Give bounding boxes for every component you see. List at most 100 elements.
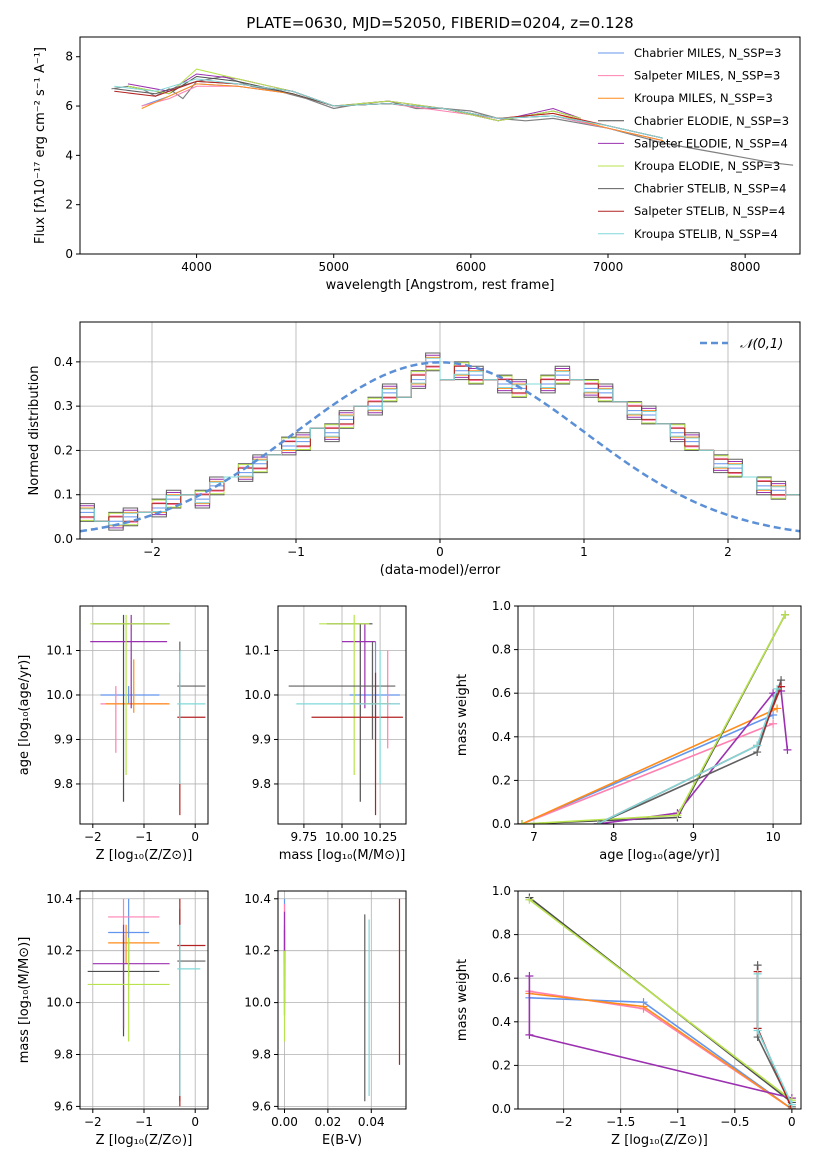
mass-weight-vs-metallicity-xtick-label: −0.5	[720, 1115, 749, 1129]
legend-entry: Kroupa STELIB, N_SSP=4	[634, 227, 778, 241]
spectrum-xlabel: wavelength [Angstrom, rest frame]	[326, 278, 555, 293]
age-vs-mass-xtick-label: 10.25	[363, 830, 397, 844]
residuals-ytick-label: 0.1	[54, 488, 73, 502]
mass-weight-vs-age-ytick-label: 0.6	[492, 686, 511, 700]
age-vs-mass-xlabel: mass [log₁₀(M/M⊙)]	[279, 848, 406, 863]
mass-weight-vs-age-xlabel: age [log₁₀(age/yr)]	[599, 848, 720, 863]
mass-weight-vs-metallicity-point	[525, 1030, 534, 1039]
legend-entry: Salpeter ELODIE, N_SSP=4	[634, 136, 788, 150]
mass-weight-vs-age-axes: 7 8 9 10 0.0 0.2 0.4 0.6 0.8 1.0 age [log₁₀(age/yr…	[455, 599, 801, 863]
mass-weight-vs-age-point	[593, 820, 602, 824]
mass-weight-vs-age-plot-area	[518, 610, 792, 824]
spectrum-plot-area	[111, 68, 794, 166]
age-vs-metallicity-ylabel: age [log₁₀(age/yr)]	[17, 655, 32, 776]
mass-vs-metallicity-frame	[79, 890, 209, 1110]
mass-weight-vs-age-ytick-label: 0.2	[492, 773, 511, 787]
mass-weight-vs-age-line	[521, 707, 778, 824]
age-vs-metallicity-frame	[79, 605, 209, 825]
age-vs-metallicity-ytick-label: 10.0	[46, 688, 73, 702]
mass-vs-metallicity-ylabel: mass [log₁₀(M/M⊙)]	[17, 937, 32, 1064]
mass-vs-extinction-frame	[277, 890, 407, 1110]
mass-vs-metallicity-ytick-label: 9.8	[54, 1048, 73, 1062]
mass-weight-vs-metallicity-point	[525, 972, 534, 981]
age-vs-metallicity-xtick-label: −2	[84, 830, 102, 844]
mass-weight-vs-age-ytick-label: 0.4	[492, 730, 511, 744]
mass-vs-metallicity-xtick-label: −1	[135, 1115, 153, 1129]
legend-entry: Chabrier STELIB, N_SSP=4	[634, 182, 786, 196]
mass-vs-extinction-axes: 0.00 0.02 0.04 9.6 9.8 10.0 10.2 10.4 E(B-V)	[244, 891, 406, 1148]
mass-weight-vs-age-xtick-label: 7	[530, 830, 538, 844]
spectrum-xtick-label: 4000	[181, 260, 212, 274]
mass-weight-vs-age-point	[773, 684, 782, 693]
age-vs-metallicity-ytick-label: 10.1	[46, 643, 73, 657]
mass-vs-metallicity-plot-area	[87, 898, 206, 1107]
mass-weight-vs-age-point	[518, 820, 526, 824]
mass-weight-vs-metallicity-line	[528, 899, 793, 1101]
spectrum-xtick-label: 8000	[730, 260, 761, 274]
mass-weight-vs-metallicity-xlabel: Z [log₁₀(Z/Z⊙)]	[611, 1133, 708, 1148]
mass-weight-vs-metallicity-axes: −2 −1.5 −1 −0.5 0 0.0 0.2 0.4 0.6 0.8 1.0 Z [log₁₀(…	[455, 884, 801, 1148]
mass-weight-vs-age-ytick-label: 0.8	[492, 643, 511, 657]
legend-entry: Kroupa MILES, N_SSP=3	[634, 91, 773, 105]
mass-weight-vs-metallicity-ytick-label: 0.4	[492, 1015, 511, 1029]
mass-weight-vs-metallicity-ytick-label: 0.6	[492, 971, 511, 985]
legend-entry: Salpeter MILES, N_SSP=3	[634, 69, 780, 83]
spectrum-model-line	[114, 78, 664, 139]
residuals-ytick-label: 0.0	[54, 532, 73, 546]
spectrum-ytick-label: 4	[65, 148, 73, 162]
mass-weight-vs-metallicity-frame	[517, 890, 802, 1110]
spectrum-ylabel: Flux [fλ10⁻¹⁷ erg cm⁻² s⁻¹ A⁻¹]	[33, 47, 48, 244]
residuals-xtick-label: 2	[724, 545, 732, 559]
age-vs-mass-axes: 9.75 10.00 10.25 9.8 9.9 10.0 10.1 mass [log₁₀(…	[244, 606, 406, 863]
residuals-xtick-label: −1	[287, 545, 305, 559]
spectrum-ytick-label: 6	[65, 99, 73, 113]
residuals-xtick-label: 1	[580, 545, 588, 559]
legend-entry: Kroupa ELODIE, N_SSP=3	[634, 159, 780, 173]
age-vs-mass-ytick-label: 9.9	[252, 732, 271, 746]
age-vs-metallicity-xlabel: Z [log₁₀(Z/Z⊙)]	[96, 848, 193, 863]
residuals-xtick-label: 0	[436, 545, 444, 559]
residuals-legend: 𝒩(0,1)	[700, 337, 783, 352]
age-vs-metallicity-axes: −2 −1 0 9.8 9.9 10.0 10.1 Z [log₁₀(Z/Z⊙)] age [l…	[17, 606, 208, 863]
mass-weight-vs-metallicity-point	[525, 895, 534, 904]
mass-weight-vs-age-background	[518, 606, 801, 824]
mass-vs-extinction-background	[278, 891, 406, 1109]
mass-weight-vs-age-point	[769, 719, 778, 728]
age-vs-mass-xtick-label: 9.75	[291, 830, 318, 844]
spectrum-xtick-label: 7000	[593, 260, 624, 274]
mass-vs-extinction-ytick-label: 9.8	[252, 1048, 271, 1062]
mass-vs-extinction-xtick-label: 0.04	[358, 1115, 385, 1129]
spectrum-xtick-label: 6000	[456, 260, 487, 274]
mass-weight-vs-age-point	[773, 704, 782, 713]
mass-vs-metallicity-ytick-label: 10.2	[46, 944, 73, 958]
age-vs-metallicity-ytick-label: 9.9	[54, 732, 73, 746]
mass-weight-vs-age-ytick-label: 0.0	[492, 817, 511, 831]
spectrum-axes: 4000 5000 6000 7000 8000 0 2 4 6 8 wavelength [Ang…	[33, 47, 760, 293]
mass-weight-vs-age-xtick-label: 9	[690, 830, 698, 844]
mass-vs-metallicity-ytick-label: 9.6	[54, 1099, 73, 1113]
mass-vs-metallicity-ytick-label: 10.0	[46, 996, 73, 1010]
legend-entry: Salpeter STELIB, N_SSP=4	[634, 204, 785, 218]
spectrum-ytick-label: 8	[65, 50, 73, 64]
mass-weight-vs-age-xtick-label: 10	[765, 830, 780, 844]
spectrum-legend: Chabrier MILES, N_SSP=3 Salpeter MILES, N…	[598, 46, 789, 241]
age-vs-mass-ytick-label: 9.8	[252, 777, 271, 791]
mass-vs-metallicity-xtick-label: 0	[191, 1115, 199, 1129]
spectrum-frame	[79, 36, 801, 255]
residuals-xlabel: (data-model)/error	[380, 563, 501, 578]
figure-title: PLATE=0630, MJD=52050, FIBERID=0204, z=0…	[246, 14, 633, 32]
residual-histogram	[80, 357, 800, 526]
mass-weight-vs-metallicity-xtick-label: 0	[788, 1115, 796, 1129]
residuals-xtick-label: −2	[143, 545, 161, 559]
age-vs-metallicity-xtick-label: 0	[191, 830, 199, 844]
mass-weight-vs-age-point	[673, 811, 682, 820]
mass-vs-extinction-ytick-label: 10.0	[244, 996, 271, 1010]
mass-weight-vs-metallicity-ylabel: mass weight	[455, 959, 470, 1041]
residuals-ytick-label: 0.2	[54, 443, 73, 457]
mass-weight-vs-metallicity-point	[753, 969, 762, 978]
legend-entry: 𝒩(0,1)	[740, 337, 783, 352]
spectrum-data-line	[111, 75, 794, 166]
age-vs-mass-ytick-label: 10.1	[244, 643, 271, 657]
spectrum-xtick-label: 5000	[318, 260, 349, 274]
mass-weight-vs-metallicity-point	[639, 1002, 648, 1011]
